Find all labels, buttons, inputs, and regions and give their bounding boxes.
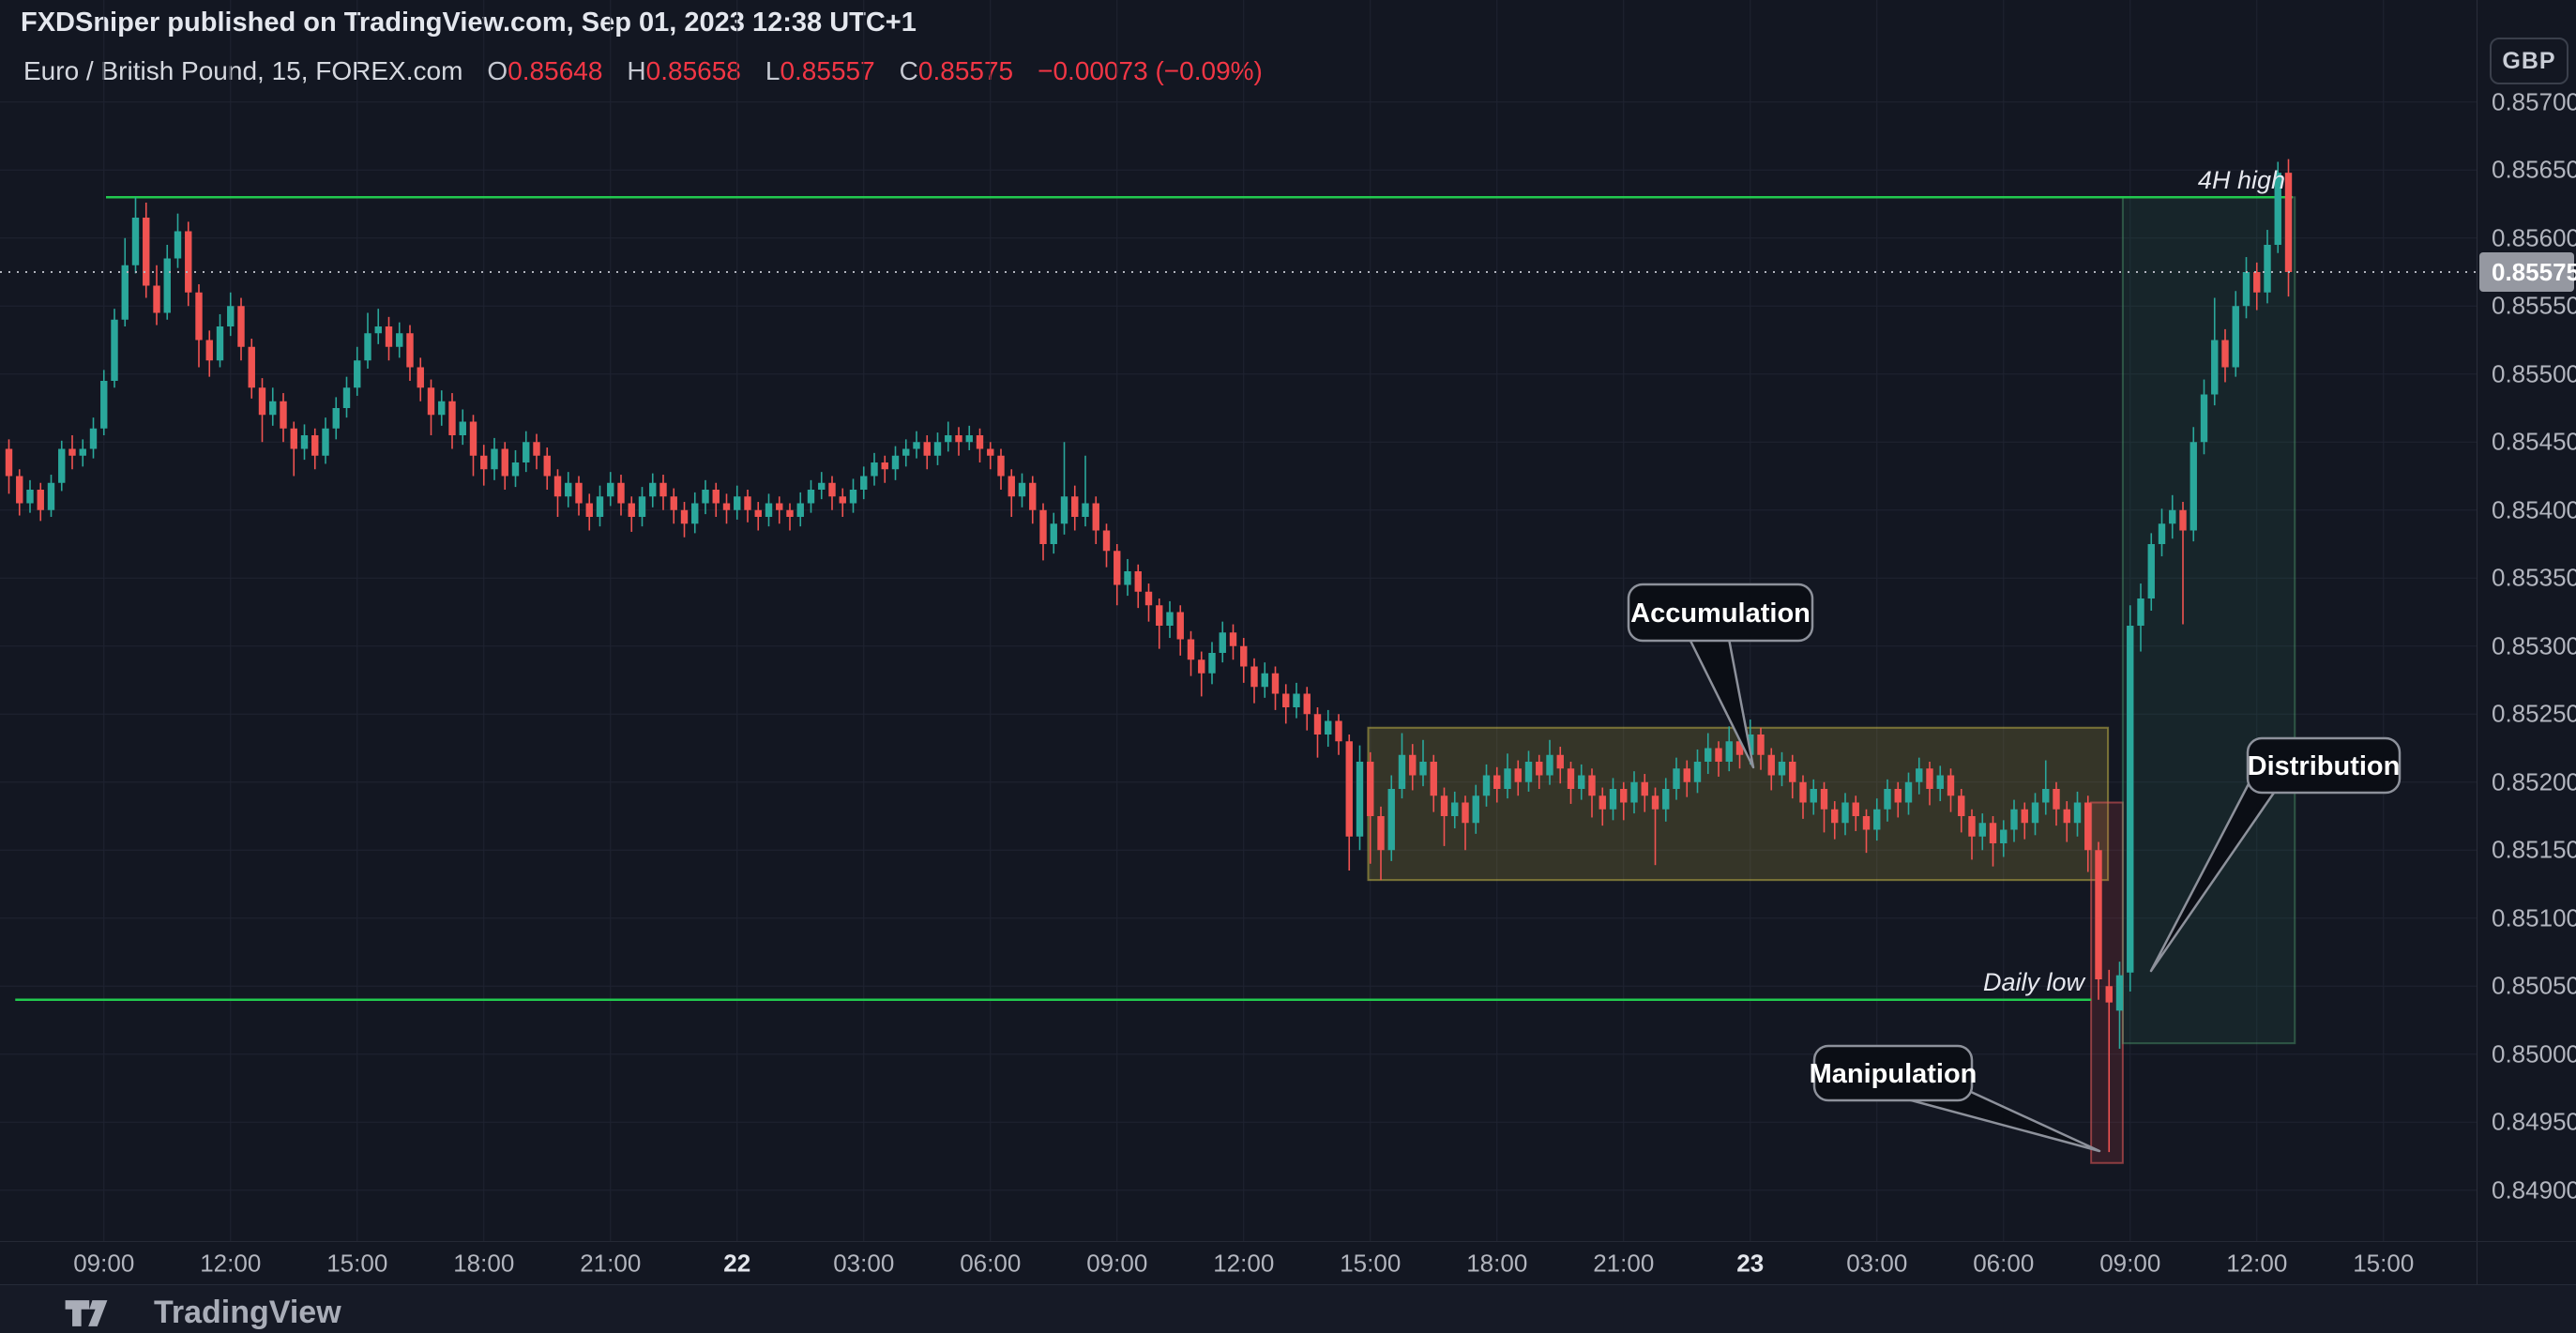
time-axis[interactable]: 09:00 12:00 15:00 18:00 21:00 22 03:00 06:00 09:… [0,1241,2576,1284]
time-tick-label: 12:00 [1213,1249,1275,1277]
bottom-bar: TradingView [0,1284,2576,1333]
chart-canvas[interactable]: Accumulation Distribution Manipulation 4… [0,0,2477,1241]
price-tick-label: 0.85400 [2492,495,2576,524]
price-tick-label: 0.85700 [2492,87,2576,116]
time-tick-label: 12:00 [200,1249,262,1277]
callout-manipulation[interactable]: Manipulation [1810,1044,2101,1153]
legend-high: H0.85658 [627,56,741,85]
time-tick-day-label: 23 [1736,1249,1765,1277]
callout-label: Distribution [2248,751,2401,781]
price-tick-label: 0.85100 [2492,903,2576,932]
callout-distribution[interactable]: Distribution [2149,736,2402,973]
price-tick-label: 0.85600 [2492,223,2576,252]
time-tick-label: 06:00 [1973,1249,2035,1277]
time-tick-label: 21:00 [580,1249,642,1277]
price-tick-label: 0.84950 [2492,1107,2576,1136]
legend-close: C0.85575 [899,56,1014,85]
grid-lines [0,0,2477,1241]
time-tick-label: 12:00 [2226,1249,2288,1277]
symbol-title[interactable]: Euro / British Pound, 15, FOREX.com [23,56,463,85]
price-tick-label: 0.85350 [2492,563,2576,592]
legend-open: O0.85648 [487,56,603,85]
last-price-tag: 0.85575 [2479,252,2576,292]
time-tick-label: 18:00 [453,1249,515,1277]
tradingview-wordmark: TradingView [154,1295,341,1330]
time-tick-label: 03:00 [1846,1249,1908,1277]
time-tick-day-label: 22 [723,1249,751,1277]
time-tick-label: 18:00 [1466,1249,1528,1277]
four-h-high-label: 4H high [2198,166,2285,194]
candlesticks [5,159,2293,1153]
price-tick-label: 0.85550 [2492,291,2576,320]
callout-label: Manipulation [1810,1059,1977,1089]
price-tick-label: 0.85450 [2492,427,2576,456]
smc-zones[interactable] [1367,196,2296,1164]
tradingview-icon [65,1299,108,1326]
distribution-zone[interactable] [2121,196,2296,1045]
callout-bubble [2246,736,2402,795]
time-tick-label: 03:00 [833,1249,895,1277]
time-tick-label: 21:00 [1593,1249,1655,1277]
publish-info: FXDSniper published on TradingView.com, … [21,8,917,38]
legend-low: L0.85557 [765,56,875,85]
time-tick-label: 09:00 [73,1249,135,1277]
time-tick-label: 06:00 [960,1249,1022,1277]
price-tick-label: 0.85050 [2492,971,2576,1000]
time-tick-label: 09:00 [1086,1249,1148,1277]
symbol-legend[interactable]: Euro / British Pound, 15, FOREX.com O0.8… [23,54,1263,88]
price-tick-label: 0.85500 [2492,359,2576,388]
time-tick-label: 15:00 [2353,1249,2415,1277]
price-tick-label: 0.84900 [2492,1175,2576,1204]
legend-change: −0.00073 (−0.09%) [1038,56,1263,85]
callout-bubble [1627,583,1814,643]
price-tick-label: 0.85000 [2492,1039,2576,1068]
price-axis[interactable]: GBP 0.85700 0.85650 0.85600 0.85550 0.85500 0… [2477,0,2576,1284]
callout-bubble [1812,1044,1974,1102]
daily-low-label: Daily low [1983,968,2086,996]
callout-label: Accumulation [1630,598,1811,629]
price-tick-label: 0.85200 [2492,767,2576,796]
level-lines[interactable] [15,196,2293,1001]
currency-button[interactable]: GBP [2490,38,2568,84]
tradingview-logo[interactable]: TradingView [43,1295,341,1331]
time-tick-label: 15:00 [1340,1249,1402,1277]
callout-accumulation[interactable]: Accumulation [1627,583,1814,769]
price-tick-label: 0.85300 [2492,631,2576,660]
price-tick-label: 0.85150 [2492,835,2576,864]
time-tick-label: 09:00 [2099,1249,2161,1277]
price-tick-label: 0.85250 [2492,699,2576,728]
time-tick-label: 15:00 [326,1249,388,1277]
price-tick-label: 0.85650 [2492,155,2576,184]
